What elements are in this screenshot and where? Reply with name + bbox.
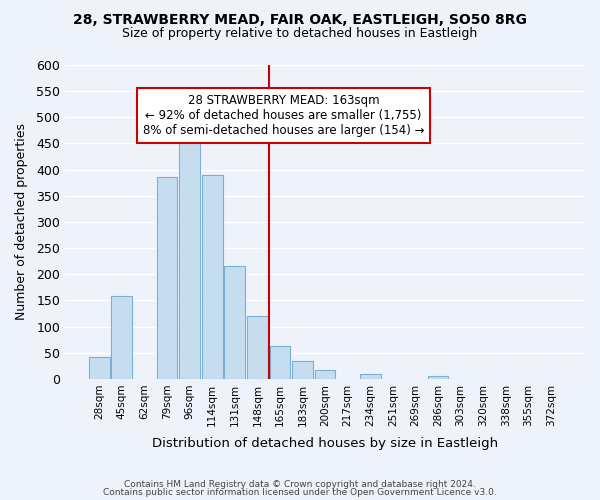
Bar: [269, 346, 290, 379]
Bar: [179, 140, 200, 379]
X-axis label: Distribution of detached houses by size in Eastleigh: Distribution of detached houses by size …: [152, 437, 498, 450]
Text: 28 STRAWBERRY MEAD: 163sqm
← 92% of detached houses are smaller (1,755)
8% of se: 28 STRAWBERRY MEAD: 163sqm ← 92% of deta…: [143, 94, 424, 136]
Bar: [224, 266, 245, 379]
Text: Size of property relative to detached houses in Eastleigh: Size of property relative to detached ho…: [122, 28, 478, 40]
Bar: [89, 357, 110, 379]
Bar: [360, 374, 380, 379]
Text: 28, STRAWBERRY MEAD, FAIR OAK, EASTLEIGH, SO50 8RG: 28, STRAWBERRY MEAD, FAIR OAK, EASTLEIGH…: [73, 12, 527, 26]
Text: Contains HM Land Registry data © Crown copyright and database right 2024.: Contains HM Land Registry data © Crown c…: [124, 480, 476, 489]
Bar: [315, 370, 335, 379]
Bar: [202, 175, 223, 379]
Y-axis label: Number of detached properties: Number of detached properties: [15, 124, 28, 320]
Text: Contains public sector information licensed under the Open Government Licence v3: Contains public sector information licen…: [103, 488, 497, 497]
Bar: [157, 178, 178, 379]
Bar: [247, 316, 268, 379]
Bar: [428, 376, 448, 379]
Bar: [112, 296, 132, 379]
Bar: [292, 360, 313, 379]
